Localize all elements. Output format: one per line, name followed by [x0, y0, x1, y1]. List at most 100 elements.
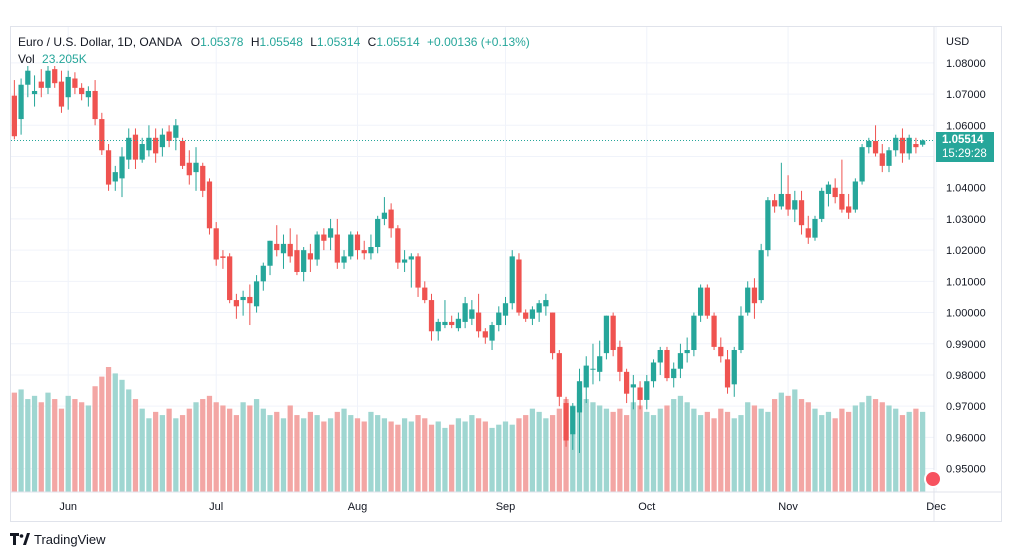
candle-body [415, 256, 421, 288]
candle-body [570, 406, 576, 435]
volume-bar [805, 402, 811, 492]
volume-bar [206, 395, 213, 492]
candle-body [738, 315, 744, 351]
volume-bar [58, 408, 65, 492]
volume-bar [25, 399, 31, 492]
volume-bar [825, 411, 832, 492]
candle-body [644, 381, 650, 400]
candle-body [906, 137, 912, 154]
volume-bar [496, 424, 502, 492]
volume-bar [502, 421, 509, 492]
candle-body [79, 87, 85, 95]
volume-bar [31, 395, 38, 492]
price-tick-label: 0.96000 [946, 432, 986, 444]
price-tick-label: 1.00000 [946, 308, 986, 320]
volume-bar [738, 415, 744, 492]
candle-body [563, 403, 569, 441]
candle-body [819, 190, 825, 219]
time-tick-label: Nov [778, 501, 798, 513]
volume-bar [354, 418, 361, 492]
price-tick-label: 0.97000 [946, 401, 986, 413]
candle-body [274, 243, 280, 251]
price-tick-label: 0.98000 [946, 370, 986, 382]
candle-body [65, 76, 71, 98]
symbol-title[interactable]: Euro / U.S. Dollar, 1D, OANDA [18, 35, 182, 49]
time-tick-label: Sep [496, 501, 516, 513]
candle-body [677, 353, 684, 369]
volume-bar [657, 408, 663, 492]
candle-body [186, 162, 192, 176]
volume-bar [711, 418, 717, 492]
volume-bar [139, 408, 145, 492]
candle-body [590, 368, 596, 370]
candle-body [509, 256, 515, 304]
volume-bar [52, 399, 58, 492]
high-value: 1.05548 [259, 35, 303, 49]
footer: TradingView [10, 530, 106, 548]
candle-body [126, 137, 132, 160]
candle-body [260, 265, 266, 282]
time-tick-label: Aug [348, 501, 368, 513]
high-key: H [250, 35, 260, 49]
candle-body [872, 140, 879, 154]
volume-bar [704, 411, 710, 492]
volume-marker-icon[interactable] [924, 470, 942, 488]
volume-bar [462, 421, 468, 492]
candle-body [691, 315, 697, 351]
candle-body [543, 300, 549, 307]
candle-body [697, 287, 704, 316]
volume-bar [435, 421, 441, 492]
candle-body [220, 256, 226, 258]
tradingview-logo-icon[interactable] [10, 532, 30, 546]
volume-bar [166, 408, 172, 492]
volume-bar [623, 415, 630, 492]
candle-body [193, 162, 199, 173]
brand-name[interactable]: TradingView [34, 531, 106, 547]
volume-bar [388, 421, 394, 492]
candle-body [576, 381, 583, 413]
volume-bar [213, 402, 219, 492]
vol-key[interactable]: Vol [18, 52, 35, 66]
candle-body [401, 259, 408, 263]
volume-bar [792, 389, 798, 492]
volume-bar [193, 402, 199, 492]
volume-bar [671, 399, 677, 492]
candle-body [153, 137, 159, 154]
volume-bar [771, 399, 778, 492]
volume-bar [846, 411, 852, 492]
volume-bar [677, 395, 684, 492]
volume-bar [132, 399, 139, 492]
volume-bar [200, 399, 206, 492]
candle-body [375, 218, 381, 248]
candle-body [408, 256, 414, 260]
candle-body [886, 150, 892, 166]
candle-body [361, 250, 367, 254]
volume-bar [630, 402, 636, 492]
volume-bar [819, 415, 825, 492]
volume-bar [375, 415, 381, 492]
candle-body [825, 184, 832, 194]
candle-body [684, 350, 690, 354]
candle-body [354, 234, 361, 251]
volume-bar [85, 405, 91, 492]
candle-body [435, 321, 441, 332]
time-tick-label: Oct [638, 501, 655, 513]
candle-body [381, 212, 388, 219]
candle-body [422, 287, 428, 301]
candle-body [213, 228, 219, 260]
candle-body [597, 356, 603, 372]
volume-bar [395, 424, 401, 492]
volume-bar [684, 402, 690, 492]
candle-body [859, 147, 865, 182]
volume-bar [543, 418, 549, 492]
candle-body [99, 119, 105, 151]
candle-body [623, 371, 630, 394]
volume-bar [65, 395, 71, 492]
volume-bar [361, 421, 367, 492]
volume-bar [408, 421, 414, 492]
candle-body [529, 309, 536, 319]
change-value: +0.00136 (+0.13%) [427, 35, 530, 49]
candle-body [314, 234, 320, 260]
volume-bar [220, 405, 226, 492]
